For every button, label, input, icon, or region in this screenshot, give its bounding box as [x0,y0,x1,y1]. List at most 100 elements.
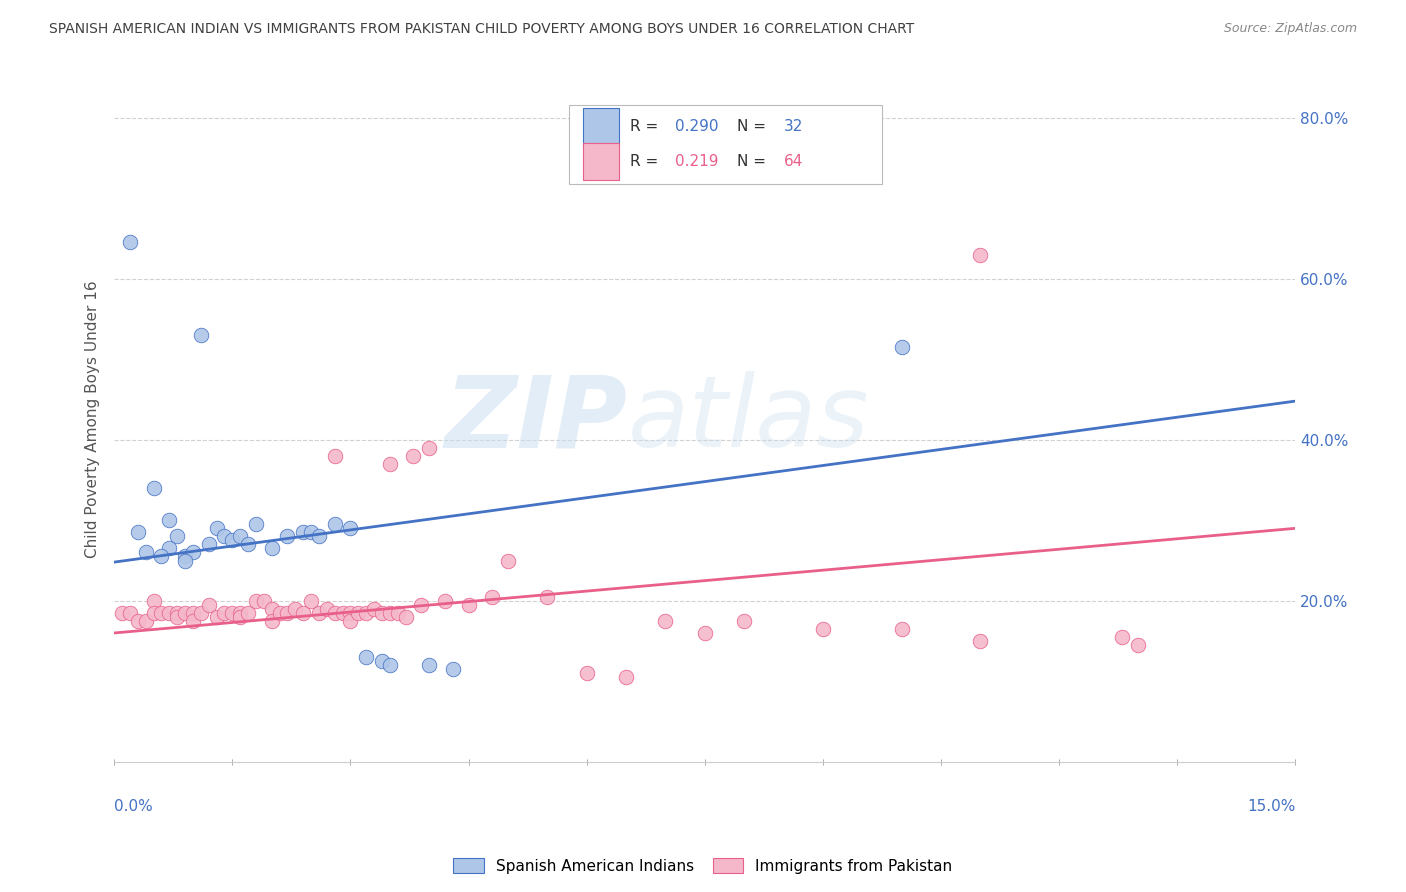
Point [229,610,252,624]
Point [214,606,236,620]
Point [299,525,322,540]
Point [378,658,401,673]
Point [245,593,267,607]
Point [118,235,141,250]
Text: SPANISH AMERICAN INDIAN VS IMMIGRANTS FROM PAKISTAN CHILD POVERTY AMONG BOYS UND: SPANISH AMERICAN INDIAN VS IMMIGRANTS FR… [49,22,914,37]
Point [221,533,243,548]
Point [166,606,188,620]
Point [197,598,219,612]
Point [253,593,276,607]
Point [142,606,165,620]
Point [347,606,370,620]
Point [111,606,134,620]
Legend: Spanish American Indians, Immigrants from Pakistan: Spanish American Indians, Immigrants fro… [447,852,959,880]
Text: 64: 64 [785,154,803,169]
Text: N =: N = [737,154,770,169]
Text: ZIP: ZIP [446,371,628,468]
Point [276,529,298,543]
Point [157,513,180,527]
Point [118,606,141,620]
Text: 0.290: 0.290 [675,120,718,135]
Point [363,602,385,616]
Point [1126,638,1149,652]
Point [890,340,912,354]
Point [371,654,394,668]
Point [229,606,252,620]
Point [323,449,346,463]
Point [135,614,157,628]
Point [371,606,394,620]
Point [339,521,361,535]
Point [378,457,401,471]
Point [292,606,315,620]
Point [614,670,637,684]
Point [174,549,197,564]
Point [693,626,716,640]
Text: R =: R = [630,120,664,135]
Point [190,328,212,343]
Bar [583,143,619,180]
Point [174,553,197,567]
Text: 15.0%: 15.0% [1247,799,1295,814]
Text: 0.0%: 0.0% [114,799,153,814]
Bar [583,108,619,145]
Point [127,525,149,540]
Point [166,529,188,543]
Point [394,610,416,624]
Point [181,545,204,559]
Point [315,602,337,616]
Text: 32: 32 [785,120,803,135]
Point [323,517,346,532]
Point [575,666,598,681]
Point [157,541,180,556]
Bar [569,105,882,184]
Text: R =: R = [630,154,664,169]
Point [411,598,433,612]
Point [481,590,503,604]
Point [418,441,440,455]
Point [205,610,228,624]
Point [354,606,377,620]
Point [229,529,252,543]
Point [332,606,354,620]
Point [811,622,834,636]
Point [969,247,991,261]
Point [166,610,188,624]
Text: 0.219: 0.219 [675,154,718,169]
Text: Source: ZipAtlas.com: Source: ZipAtlas.com [1223,22,1357,36]
Point [260,541,283,556]
Point [457,598,479,612]
Point [135,545,157,559]
Y-axis label: Child Poverty Among Boys Under 16: Child Poverty Among Boys Under 16 [86,281,100,558]
Point [308,529,330,543]
Point [276,606,298,620]
Point [150,606,173,620]
Point [387,606,409,620]
Point [142,593,165,607]
Point [205,521,228,535]
Point [378,606,401,620]
Point [284,602,307,616]
Text: N =: N = [737,120,770,135]
Point [245,517,267,532]
Point [536,590,558,604]
Point [127,614,149,628]
Point [157,606,180,620]
Point [733,614,755,628]
Point [150,549,173,564]
Point [418,658,440,673]
Point [260,614,283,628]
Point [354,650,377,665]
Point [174,606,197,620]
Point [260,602,283,616]
Point [654,614,676,628]
Point [308,606,330,620]
Point [292,525,315,540]
Point [433,593,456,607]
Point [339,614,361,628]
Point [221,606,243,620]
Point [299,593,322,607]
Point [890,622,912,636]
Point [142,481,165,495]
Point [190,606,212,620]
